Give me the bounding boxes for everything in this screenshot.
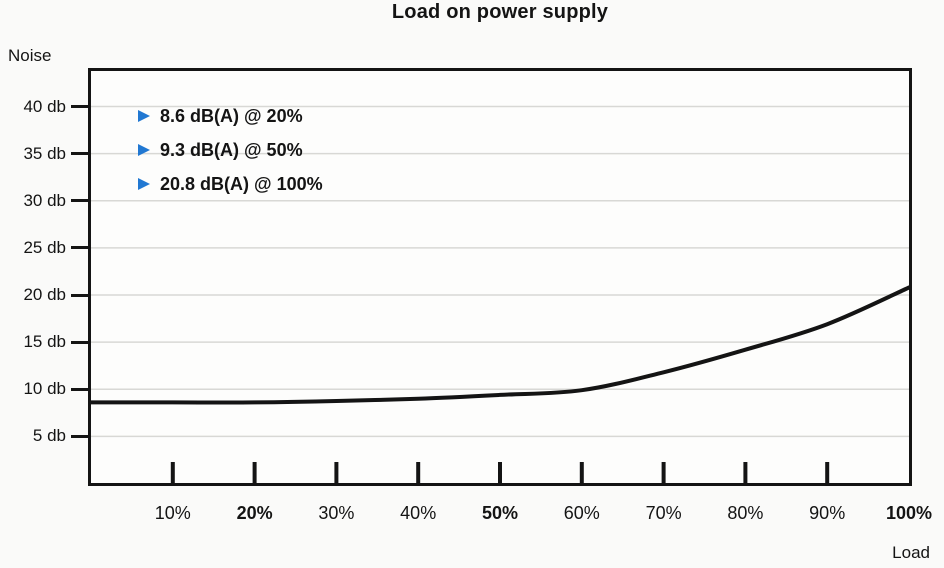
- y-tick-5db: [71, 434, 89, 438]
- x-tick-label: 40%: [400, 503, 437, 523]
- y-tick-label: 20 db: [23, 285, 66, 304]
- x-tick-label: 70%: [645, 503, 682, 523]
- triangle-bullet-icon: [138, 178, 150, 190]
- y-tick-label: 40 db: [23, 96, 66, 116]
- y-tick-40db: [71, 105, 89, 108]
- y-tick-25db: [71, 246, 89, 250]
- x-tick-label: 60%: [563, 503, 600, 523]
- x-tick-label: 20%: [236, 503, 273, 523]
- x-tick-label: 90%: [809, 503, 846, 523]
- y-tick-label: 5 db: [32, 426, 66, 446]
- y-tick-label: 30 db: [23, 190, 66, 210]
- triangle-bullet-icon: [138, 110, 150, 122]
- x-tick-label: 50%: [481, 503, 519, 523]
- y-tick-label: 15 db: [23, 332, 66, 352]
- annotation-text: 9.3 dB(A) @ 50%: [160, 139, 303, 160]
- y-axis-title: Noise: [8, 46, 52, 65]
- plot-area: [88, 68, 912, 486]
- annotation-row: 20.8 dB(A) @ 100%: [138, 167, 323, 201]
- y-tick-35db: [71, 152, 89, 156]
- x-tick-label: 10%: [154, 503, 191, 523]
- annotation-row: 8.6 dB(A) @ 20%: [138, 99, 323, 133]
- triangle-bullet-icon: [138, 144, 150, 156]
- annotation-text: 8.6 dB(A) @ 20%: [160, 105, 303, 126]
- noise-curve: [91, 285, 909, 405]
- y-tick-20db: [71, 293, 89, 297]
- y-tick-15db: [71, 340, 89, 344]
- x-tick-label: 80%: [727, 503, 764, 523]
- x-axis-title: Load: [892, 543, 930, 562]
- y-tick-label: 25 db: [23, 237, 66, 257]
- y-tick-label: 10 db: [23, 379, 66, 399]
- x-tick-label: 30%: [318, 503, 355, 523]
- x-tick-label: 100%: [885, 503, 933, 523]
- annotation-row: 9.3 dB(A) @ 50%: [138, 133, 323, 167]
- y-tick-10db: [71, 387, 89, 391]
- chart-title: Load on power supply: [391, 1, 609, 23]
- plot-canvas: [91, 105, 909, 483]
- y-tick-30db: [71, 199, 89, 203]
- y-tick-label: 35 db: [23, 143, 66, 163]
- annotation-text: 20.8 dB(A) @ 100%: [160, 173, 323, 194]
- annotation-list: 8.6 dB(A) @ 20% 9.3 dB(A) @ 50% 20.8 dB(A)…: [138, 99, 323, 201]
